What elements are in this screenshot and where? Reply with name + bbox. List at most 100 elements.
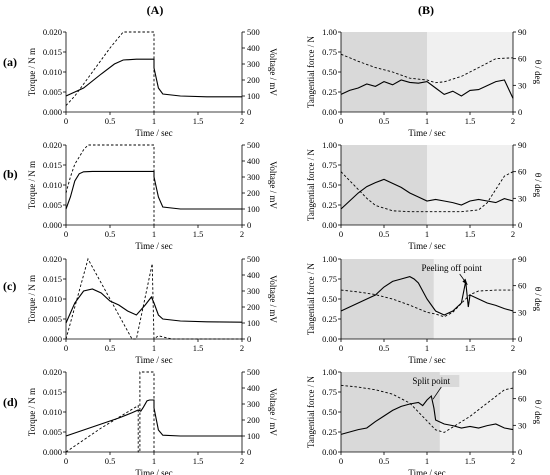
light-region — [433, 259, 513, 339]
shaded-region — [341, 259, 434, 339]
y-tick-label: 1.00 — [322, 27, 337, 37]
y2-tick-label: 400 — [247, 156, 260, 166]
x-axis-label: Time / sec — [135, 468, 172, 475]
y-tick-label: 0.015 — [43, 387, 62, 397]
y2-tick-label: 0 — [247, 107, 251, 117]
x-tick-label: 1.5 — [465, 116, 476, 126]
x-tick-label: 0 — [64, 116, 68, 126]
y-tick-label: 0.015 — [43, 160, 62, 170]
y-tick-label: 0.25 — [322, 427, 337, 437]
y-axis-label: Torque / N m — [27, 275, 37, 323]
y-tick-label: 0.005 — [43, 87, 62, 97]
y-tick-label: 0.00 — [322, 107, 337, 117]
annotation-arrow — [432, 386, 442, 400]
column-label-b: (B) — [418, 3, 434, 17]
light-region — [427, 145, 513, 225]
y2-tick-label: 100 — [247, 431, 260, 441]
x-tick-label: 2 — [240, 116, 244, 126]
y-tick-label: 0.020 — [43, 254, 62, 264]
series-line-dashed — [65, 257, 242, 340]
series-line-solid — [340, 276, 514, 316]
y2-tick-label: 0 — [518, 220, 522, 230]
x-tick-label: 1 — [425, 456, 429, 466]
x-tick-label: 0.5 — [379, 229, 390, 239]
y2-tick-label: 60 — [518, 54, 527, 64]
y-tick-label: 0.50 — [322, 294, 337, 304]
x-tick-label: 0.5 — [379, 456, 390, 466]
x-tick-label: 0 — [339, 343, 343, 353]
y-tick-label: 0.005 — [43, 314, 62, 324]
x-tick-label: 1 — [152, 229, 156, 239]
y-tick-label: 0.010 — [43, 407, 62, 417]
y2-tick-label: 500 — [247, 27, 260, 37]
panels: 0 0.5 1 1.5 20.0000.0050.0100.0150.020010020… — [27, 27, 543, 475]
y-tick-label: 1.00 — [322, 254, 337, 264]
x-tick-label: 0 — [64, 229, 68, 239]
y2-tick-label: 200 — [247, 415, 260, 425]
x-tick-label: 1.5 — [193, 116, 204, 126]
y2-tick-label: 30 — [518, 420, 527, 430]
y2-tick-label: 90 — [518, 140, 527, 150]
series-line-solid — [340, 394, 514, 435]
y-tick-label: 0.50 — [322, 67, 337, 77]
x-tick-label: 1.5 — [193, 456, 204, 466]
x-tick-label: 0.5 — [105, 343, 116, 353]
row-label-c: (c) — [3, 279, 16, 293]
y2-tick-label: 0 — [247, 220, 251, 230]
y-tick-label: 0.50 — [322, 407, 337, 417]
y-tick-label: 0.010 — [43, 294, 62, 304]
x-tick-label: 0.5 — [379, 343, 390, 353]
y2-tick-label: 30 — [518, 80, 527, 90]
y-tick-label: 0.005 — [43, 427, 62, 437]
x-tick-label: 2 — [511, 456, 515, 466]
y2-tick-label: 30 — [518, 193, 527, 203]
y-tick-label: 0.75 — [322, 160, 337, 170]
series-line-dashed — [65, 144, 155, 225]
series-line-solid — [65, 170, 242, 210]
y-tick-label: 0.25 — [322, 200, 337, 210]
y2-tick-label: 100 — [247, 204, 260, 214]
series-line-solid — [65, 288, 243, 324]
y2-tick-label: 0 — [518, 447, 522, 457]
x-tick-label: 0 — [64, 343, 68, 353]
x-tick-label: 1 — [425, 229, 429, 239]
y2-axis-label: θ / deg — [533, 287, 543, 312]
y-tick-label: 0.020 — [43, 140, 62, 150]
y2-tick-label: 100 — [247, 91, 260, 101]
row-label-b: (b) — [3, 167, 18, 181]
x-tick-label: 2 — [240, 456, 244, 466]
x-tick-label: 1 — [152, 343, 156, 353]
y-tick-label: 0.00 — [322, 334, 337, 344]
x-tick-label: 0 — [339, 116, 343, 126]
y2-tick-label: 400 — [247, 270, 260, 280]
y2-axis-label: Voltage / mV — [268, 275, 278, 323]
x-tick-label: 0.5 — [379, 116, 390, 126]
y-axis-label: Torque / N m — [27, 48, 37, 96]
y2-tick-label: 400 — [247, 383, 260, 393]
x-tick-label: 0.5 — [105, 456, 116, 466]
series-line-solid — [340, 178, 514, 210]
x-tick-label: 2 — [511, 116, 515, 126]
x-tick-label: 0 — [339, 456, 343, 466]
chart-b-b: 0 0.5 1 1.5 2 0.00 0.25 0.50 0.75 1.00 0 30 60 90 Time… — [306, 140, 543, 251]
x-tick-label: 0.5 — [105, 229, 116, 239]
y2-tick-label: 90 — [518, 367, 527, 377]
x-axis-label: Time / sec — [408, 355, 445, 365]
series-line-solid — [65, 399, 242, 437]
y-tick-label: 0.005 — [43, 200, 62, 210]
x-tick-label: 1.5 — [465, 456, 476, 466]
y2-tick-label: 200 — [247, 302, 260, 312]
annotation-arrowhead — [462, 278, 468, 285]
x-tick-label: 2 — [240, 229, 244, 239]
y2-axis-label: θ / deg — [533, 60, 543, 85]
chart-b-c: 0 0.5 1 1.5 2 0.00 0.25 0.50 0.75 1.00 0 30 60 90 Time… — [306, 254, 543, 365]
y2-tick-label: 90 — [518, 27, 527, 37]
y-tick-label: 0.00 — [322, 447, 337, 457]
chart-a-d: 0 0.5 1 1.5 2 0.000 0.005 0.010 0.015 0.020 0 100 20… — [27, 367, 278, 475]
x-tick-label: 2 — [240, 343, 244, 353]
y2-axis-label: θ / deg — [533, 173, 543, 198]
y2-tick-label: 90 — [518, 254, 527, 264]
y-tick-label: 0.010 — [43, 180, 62, 190]
y-tick-label: 0.000 — [43, 447, 62, 457]
